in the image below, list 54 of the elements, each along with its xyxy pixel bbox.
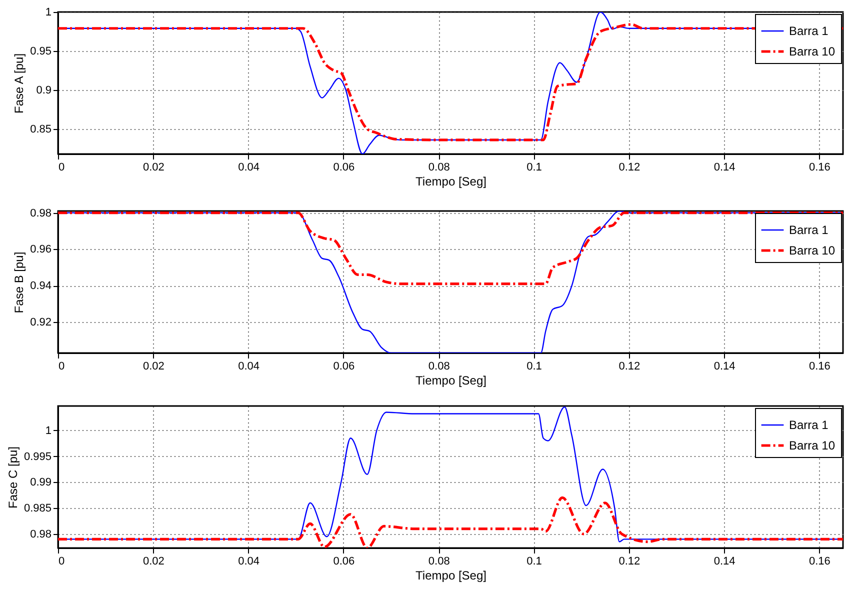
x-tick-label: 0.02	[142, 556, 164, 568]
x-tick-label: 0.06	[333, 162, 355, 174]
x-tick-label: 0.06	[333, 556, 355, 568]
y-tick-label: 0.9	[36, 84, 52, 97]
x-tick-label: 0.04	[238, 556, 260, 568]
x-tick-label: 0.02	[142, 360, 164, 372]
y-axis-title: Fase B [pu]	[12, 252, 26, 314]
y-tick-label: 0.98	[30, 207, 52, 220]
legend-label: Barra 10	[789, 244, 836, 258]
x-tick-label: 0.1	[526, 360, 542, 372]
x-axis-title: Tiempo [Seg]	[416, 568, 486, 582]
x-tick-label: 0.08	[428, 162, 450, 174]
x-tick-label: 0.1	[526, 162, 542, 174]
legend-label: Barra 1	[789, 418, 829, 432]
y-tick-label: 0.985	[24, 502, 52, 515]
x-tick-label: 0.12	[618, 162, 640, 174]
x-tick-label: 0.04	[238, 360, 260, 372]
y-tick-label: 0.85	[30, 124, 52, 136]
legend-label: Barra 1	[789, 24, 829, 38]
x-tick-label: 0.14	[714, 360, 736, 372]
y-tick-label: 0.94	[30, 280, 52, 292]
legend-label: Barra 10	[789, 44, 836, 58]
x-tick-label: 0.08	[428, 360, 450, 372]
line-series	[58, 23, 843, 142]
x-tick-label: 0.14	[714, 162, 736, 174]
y-axis-title: Fase C [pu]	[6, 446, 20, 509]
y-tick-label: 1	[45, 6, 52, 18]
x-tick-label: 0.16	[809, 556, 830, 568]
y-tick-label: 0.995	[24, 450, 52, 463]
x-tick-label: 0.02	[142, 162, 164, 174]
x-tick-label: 0.16	[809, 162, 830, 174]
x-tick-label: 0.16	[809, 360, 830, 372]
y-tick-label: 0.98	[30, 528, 52, 541]
x-tick-label: 0.14	[714, 556, 736, 568]
y-tick-label: 0.99	[30, 476, 52, 489]
legend-label: Barra 10	[789, 438, 836, 452]
y-tick-label: 0.92	[30, 316, 52, 329]
x-tick-label: 0.12	[618, 360, 640, 372]
y-axis-title: Fase A [pu]	[12, 53, 26, 114]
x-tick-label: 0.04	[238, 162, 260, 174]
y-tick-label: 1	[45, 424, 52, 437]
y-tick-label: 0.96	[30, 244, 52, 256]
legend-label: Barra 1	[789, 223, 829, 237]
x-axis-title: Tiempo [Seg]	[416, 374, 486, 388]
x-tick-label: 0.1	[526, 556, 542, 568]
x-tick-label: 0.06	[333, 360, 355, 372]
x-tick-label: 0.08	[428, 556, 450, 568]
x-tick-label: 0.12	[618, 556, 640, 568]
line-series	[58, 212, 843, 286]
y-tick-label: 0.95	[30, 46, 52, 58]
x-tick-label: 0	[58, 556, 65, 568]
x-tick-label: 0	[58, 360, 65, 372]
x-axis-title: Tiempo [Seg]	[416, 174, 486, 188]
x-tick-label: 0	[58, 162, 65, 174]
